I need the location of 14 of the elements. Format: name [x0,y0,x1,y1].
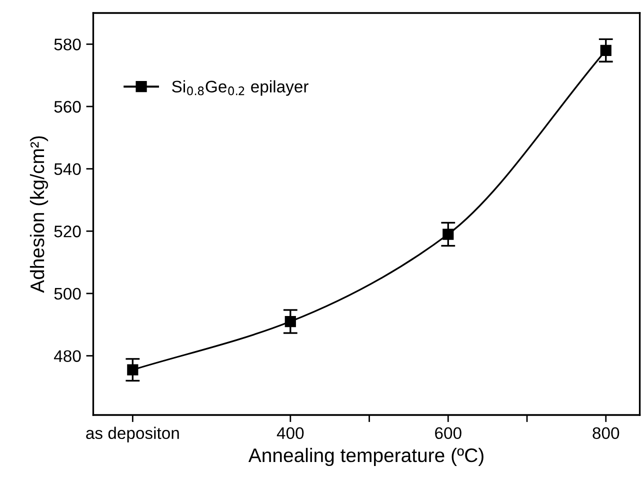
y-tick-label: 560 [54,100,81,113]
point [442,228,454,240]
x-axis-title: Annealing temperature (ºC) [248,448,484,466]
y-tick-label: 540 [54,163,81,176]
y-tick-label: 580 [54,38,81,50]
y-tick-label: 520 [54,226,81,238]
y-tick-label: 500 [54,288,81,300]
x-tick-label: 800 [592,427,620,440]
y-tick-label: 480 [54,350,81,362]
x-tick-label: 600 [435,427,462,440]
x-tick-label: 400 [276,427,304,440]
x-tick-label: as depositon [86,426,179,442]
y-axis-title: Adhesion (kg/cm²) [30,136,48,293]
legend-label: Si$_{0.8}$Ge$_{0.2}$ epilayer [172,80,308,96]
